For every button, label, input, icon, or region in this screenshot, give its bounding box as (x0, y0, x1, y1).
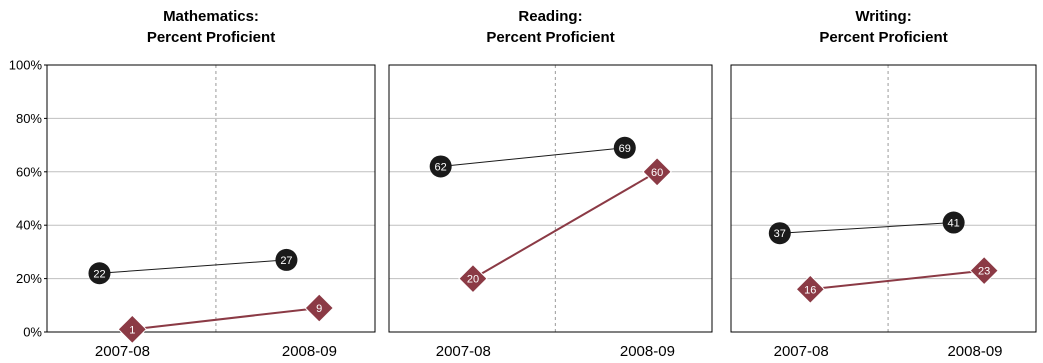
data-point-diamond (304, 293, 334, 323)
chart-title: Reading: (518, 8, 582, 25)
chart-panel-2: Reading: Percent Proficient 2007-08 2008-09… (388, 8, 713, 360)
y-tick-label: 80% (16, 111, 42, 126)
series-line (132, 306, 320, 331)
chart-title: Writing: (855, 8, 911, 25)
series-black: 37 41 (768, 211, 965, 245)
data-label: 27 (280, 255, 292, 267)
x-tick-label: 2008-09 (947, 343, 1002, 360)
y-tick-label: 20% (16, 271, 42, 286)
chart-title: Percent Proficient (486, 29, 614, 46)
x-tick-label: 2007-08 (436, 343, 491, 360)
data-point-diamond (795, 274, 826, 304)
data-label: 62 (435, 161, 447, 173)
series-red: 19 (117, 293, 334, 345)
chart-title: Percent Proficient (819, 29, 947, 46)
plot-frame (388, 64, 713, 333)
x-tick-label: 2008-09 (620, 343, 675, 360)
data-point-diamond (458, 263, 488, 294)
data-point-diamond (969, 255, 999, 286)
y-tick-label: 60% (16, 164, 42, 179)
x-tick-label: 2008-09 (282, 343, 337, 360)
data-point-circle (275, 248, 298, 271)
x-tick-label: 2007-08 (774, 343, 829, 360)
chart-title: Mathematics: (163, 8, 259, 25)
data-point-diamond (117, 314, 147, 345)
x-tick-label: 2007-08 (95, 343, 150, 360)
series-line (779, 222, 954, 234)
chart-title: Percent Proficient (147, 29, 275, 46)
data-label: 41 (948, 218, 960, 230)
series-black: 62 69 (429, 136, 636, 178)
data-label: 22 (93, 268, 105, 280)
plot-frame (730, 64, 1037, 333)
data-label: 23 (978, 266, 990, 278)
data-label: 69 (619, 143, 631, 155)
data-point-circle (613, 136, 636, 159)
data-label: 16 (804, 284, 816, 296)
chart-panel-1: Mathematics: Percent Proficient 0% 20% 40% 60… (9, 8, 376, 360)
data-label: 37 (774, 228, 786, 240)
chart-panel-3: Writing: Percent Proficient 2007-08 2008-09… (730, 8, 1037, 360)
plot-frame (46, 64, 376, 333)
series-line (472, 170, 658, 280)
data-label: 20 (467, 274, 479, 286)
data-point-circle (88, 262, 111, 285)
series-line (810, 269, 985, 291)
y-tick-label: 40% (16, 218, 42, 233)
data-label: 60 (651, 167, 663, 179)
data-label: 9 (316, 303, 322, 315)
data-point-circle (768, 222, 791, 245)
series-line (99, 259, 287, 274)
series-line (440, 147, 625, 167)
y-tick-label: 0% (23, 325, 42, 340)
data-point-diamond (642, 157, 672, 187)
data-label: 1 (129, 324, 135, 336)
data-point-circle (942, 211, 965, 234)
series-black: 22 27 (88, 248, 298, 285)
y-tick-label: 100% (9, 58, 43, 73)
data-point-circle (429, 155, 452, 178)
